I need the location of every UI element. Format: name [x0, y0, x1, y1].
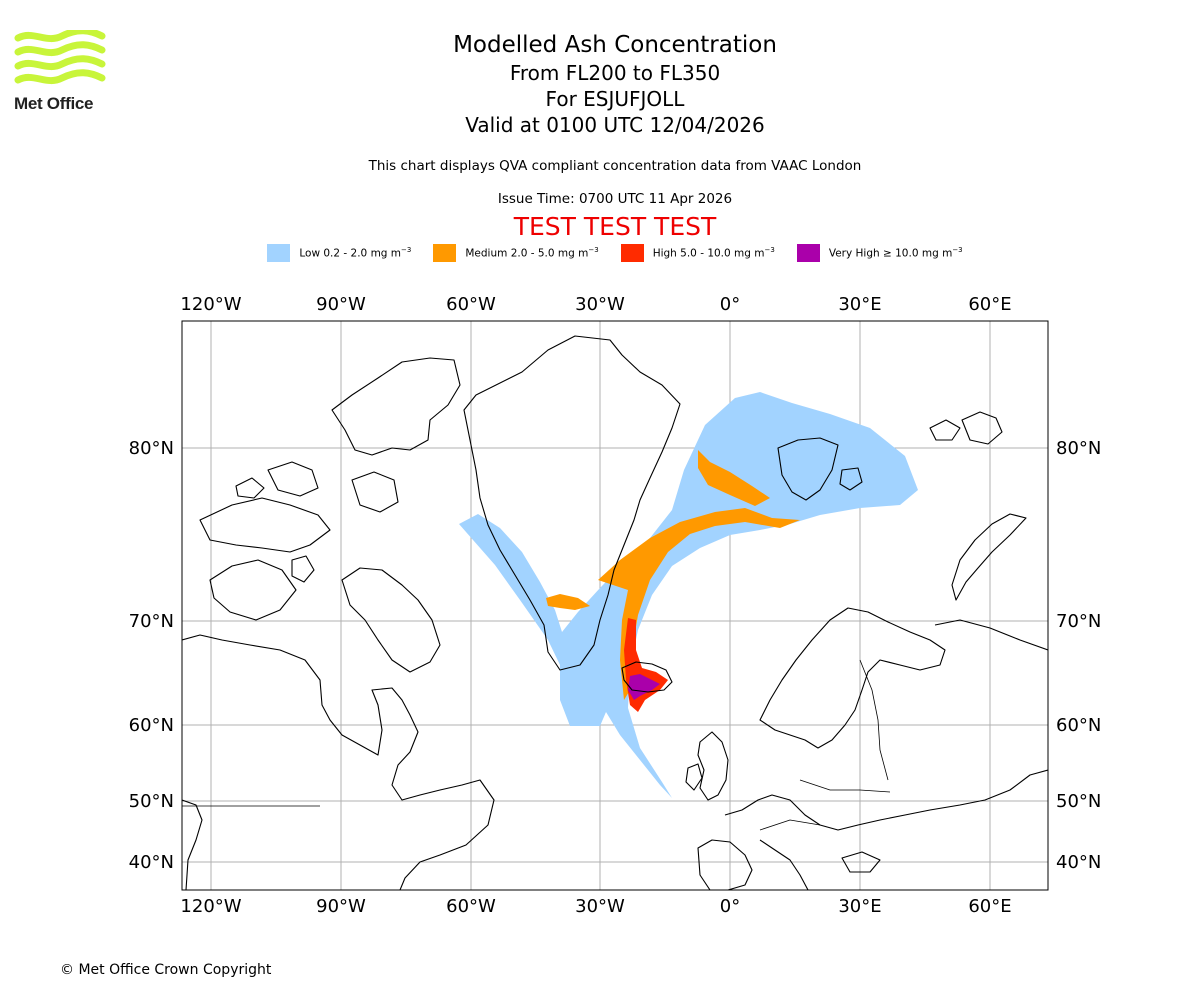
lat-tick-label: 60°N [129, 715, 174, 736]
legend-item-high: High 5.0 - 10.0 mg m−3 [620, 244, 775, 262]
chart-title: Modelled Ash Concentration [453, 32, 777, 58]
ash-high-area [624, 618, 668, 712]
legend-swatch-very-high [796, 244, 820, 262]
qva-note: This chart displays QVA compliant concen… [368, 158, 862, 174]
lat-tick-label: 40°N [129, 852, 174, 873]
coast-baffin [341, 567, 441, 673]
lon-ticks-top: 120°W 90°W 60°W 30°W 0° 30°E 60°E [180, 294, 1011, 315]
lat-ticks-left: 80°N 70°N 60°N 50°N 40°N [129, 438, 174, 873]
copyright: © Met Office Crown Copyright [60, 962, 272, 978]
coast-iceland [621, 661, 673, 693]
coastlines [182, 335, 1048, 890]
lon-tick-label: 60°E [968, 896, 1011, 917]
ash-medium-band [598, 508, 800, 700]
lon-tick-label: 60°W [446, 896, 496, 917]
lon-ticks-bottom: 120°W 90°W 60°W 30°W 0° 30°E 60°E [180, 896, 1011, 917]
lon-tick-label: 30°W [575, 294, 625, 315]
legend-swatch-low [267, 244, 291, 262]
lon-tick-label: 120°W [180, 896, 241, 917]
legend-swatch-high [620, 244, 644, 262]
lat-tick-label: 80°N [129, 438, 174, 459]
lat-tick-label: 60°N [1056, 715, 1101, 736]
coast-novaya-zemlya [951, 513, 1027, 601]
map-frame [181, 320, 1049, 891]
legend-item-medium: Medium 2.0 - 5.0 mg m−3 [433, 244, 599, 262]
legend-item-very-high: Very High ≥ 10.0 mg m−3 [796, 244, 963, 262]
ash-medium-patch [546, 594, 590, 610]
lon-tick-label: 30°W [575, 896, 625, 917]
met-office-logo: Met Office [14, 27, 108, 114]
legend-label-low: Low 0.2 - 2.0 mg m−3 [299, 246, 412, 260]
issue-time: Issue Time: 0700 UTC 11 Apr 2026 [497, 191, 733, 207]
coast-ellesmere [331, 357, 461, 456]
ash-low-area [459, 392, 918, 798]
flight-levels: From FL200 to FL350 [509, 61, 721, 85]
logo-text: Met Office [14, 94, 94, 113]
lon-tick-label: 120°W [180, 294, 241, 315]
legend: Low 0.2 - 2.0 mg m−3 Medium 2.0 - 5.0 mg… [0, 244, 1200, 262]
legend-swatch-medium [433, 244, 457, 262]
lon-tick-label: 60°E [968, 294, 1011, 315]
lat-tick-label: 50°N [129, 791, 174, 812]
legend-label-high: High 5.0 - 10.0 mg m−3 [652, 246, 775, 260]
legend-label-very-high: Very High ≥ 10.0 mg m−3 [828, 246, 963, 260]
coast-europe [724, 769, 1048, 831]
chart-titles: Modelled Ash Concentration From FL200 to… [0, 30, 1200, 138]
lat-tick-label: 50°N [1056, 791, 1101, 812]
test-banner: TEST TEST TEST [513, 212, 717, 241]
lon-tick-label: 0° [720, 294, 740, 315]
lon-tick-label: 90°W [316, 294, 366, 315]
coast-scandinavia [759, 607, 946, 749]
lon-tick-label: 30°E [838, 294, 881, 315]
coast-north-america [182, 634, 495, 890]
lon-tick-label: 0° [720, 896, 740, 917]
legend-item-low: Low 0.2 - 2.0 mg m−3 [267, 244, 411, 262]
lon-tick-label: 30°E [838, 896, 881, 917]
valid-time: Valid at 0100 UTC 12/04/2026 [465, 113, 765, 137]
lon-tick-label: 60°W [446, 294, 496, 315]
coast-greenland [463, 335, 681, 671]
ash-medium-area [698, 450, 770, 506]
met-office-wave-icon [14, 27, 106, 85]
lon-tick-label: 90°W [316, 896, 366, 917]
coast-ireland [685, 763, 703, 791]
coast-uk [697, 731, 729, 801]
lat-ticks-right: 80°N 70°N 60°N 50°N 40°N [1056, 438, 1101, 873]
lat-tick-label: 70°N [1056, 611, 1101, 632]
lat-tick-label: 70°N [129, 611, 174, 632]
legend-label-medium: Medium 2.0 - 5.0 mg m−3 [465, 246, 599, 260]
lat-tick-label: 40°N [1056, 852, 1101, 873]
volcano-name: For ESJUFJOLL [545, 87, 685, 111]
coast-svalbard [777, 437, 839, 501]
ash-very-high-area [628, 674, 660, 700]
lat-tick-label: 80°N [1056, 438, 1101, 459]
